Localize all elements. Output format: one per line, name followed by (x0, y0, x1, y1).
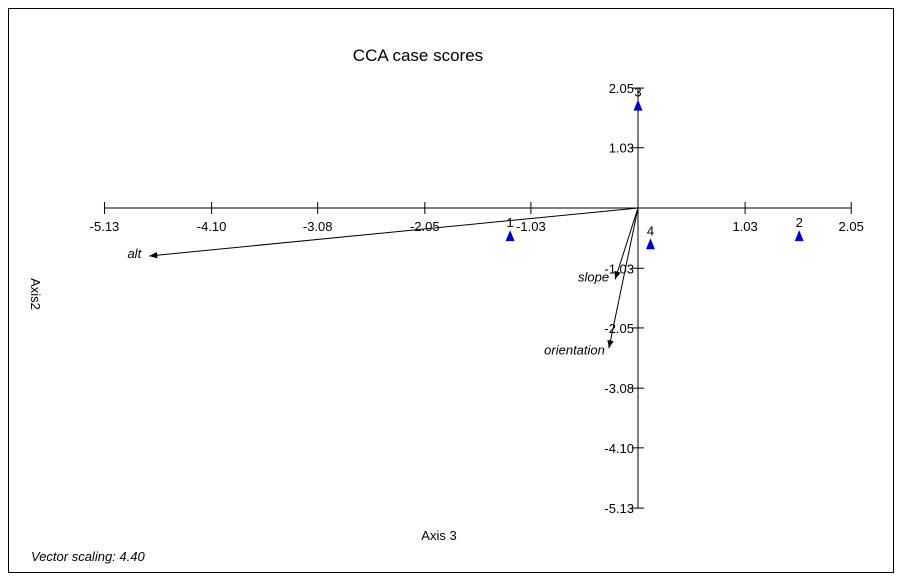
vector-slope (614, 207, 639, 280)
x-axis-title: Axis 3 (421, 528, 456, 543)
vectors-layer: alt slope orientation (127, 207, 639, 357)
y-tick-label: -5.13 (604, 501, 634, 516)
chart-frame: CCA case scores Axis 3 Axis2 Vector scal… (8, 8, 894, 573)
vector-scaling-note: Vector scaling: 4.40 (31, 549, 145, 564)
vector-alt (149, 207, 639, 257)
axes-layer: -5.13 -4.10 -3.08 -2.05 -1.03 1.03 2.05 2.05 1.0… (90, 81, 864, 516)
chart-title: CCA case scores (353, 46, 483, 65)
x-tick-label: -2.05 (410, 219, 440, 234)
x-tick-label: 2.05 (839, 219, 864, 234)
vector-orientation (608, 207, 639, 349)
case-point-label-4: 4 (647, 223, 654, 238)
case-point-1 (505, 230, 515, 242)
y-tick-label: -3.08 (604, 381, 634, 396)
points-layer: 1 2 3 4 (505, 85, 804, 250)
vector-arrowhead-alt (149, 252, 158, 259)
cca-biplot: CCA case scores Axis 3 Axis2 Vector scal… (28, 46, 864, 564)
x-tick-label: -4.10 (197, 219, 227, 234)
x-tick-label: -5.13 (90, 219, 120, 234)
x-tick-label: -1.03 (516, 219, 546, 234)
y-tick-label: 1.03 (609, 141, 634, 156)
vector-arrowhead-slope (614, 270, 621, 280)
vector-label-alt: alt (127, 246, 142, 261)
vector-label-orientation: orientation (544, 342, 605, 357)
case-point-label-1: 1 (506, 215, 513, 230)
y-tick-label: -4.10 (604, 441, 634, 456)
vector-arrowhead-orientation (607, 339, 614, 349)
y-axis-title: Axis2 (28, 278, 43, 310)
x-tick-label: -3.08 (303, 219, 333, 234)
case-point-2 (794, 230, 804, 242)
y-tick-label: 2.05 (609, 81, 634, 96)
vector-label-slope: slope (578, 269, 609, 284)
case-point-label-2: 2 (796, 215, 803, 230)
case-point-4 (645, 238, 655, 250)
case-point-3 (633, 99, 643, 111)
y-tick-label: -2.05 (604, 321, 634, 336)
case-point-label-3: 3 (634, 85, 641, 100)
x-tick-label: 1.03 (732, 219, 757, 234)
